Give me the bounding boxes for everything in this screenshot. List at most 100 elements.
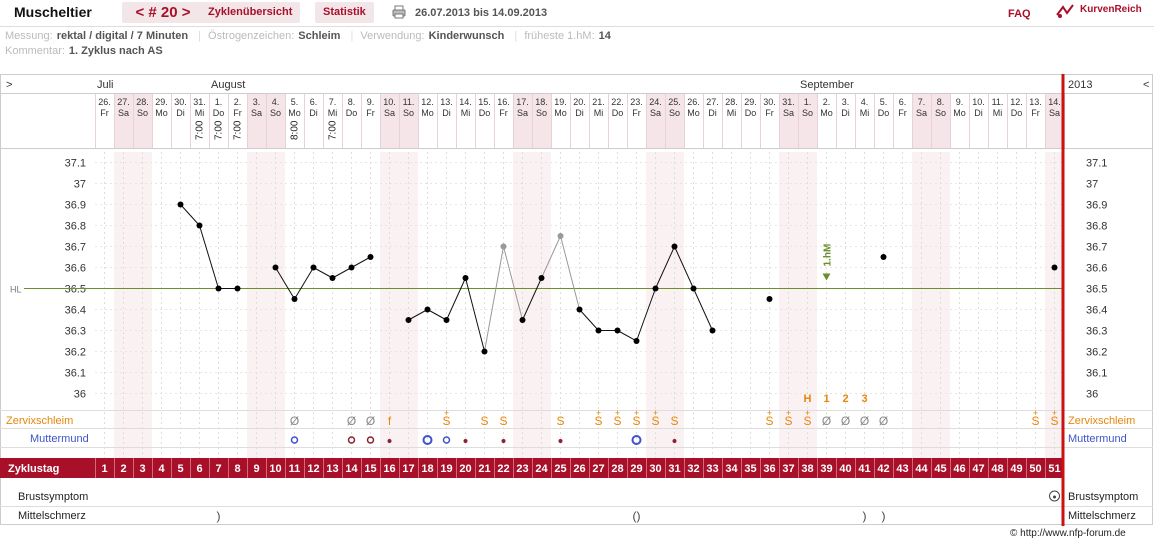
faq-link[interactable]: FAQ [1008,8,1031,20]
zyklustag-number: 20 [459,463,471,475]
zervix-symbol: Ø [879,414,888,428]
frueheste-label: früheste 1.hM: [524,30,595,42]
brand-logo-icon [1056,4,1074,18]
muttermund-dot-icon [672,439,677,443]
weekday-label: Fr [233,108,242,118]
y-tick-right: 37.1 [1086,158,1107,170]
cycle-nav-button[interactable]: < # 20 > [122,2,204,23]
zervix-label-right: Zervixschleim [1068,415,1135,427]
zyklustag-number: 13 [326,463,338,475]
y-tick-left: 36.4 [65,305,86,317]
printer-icon[interactable] [392,5,406,19]
weekend-shade-plot [931,152,950,458]
weekday-label: Mo [288,108,301,118]
muttermund-dot-icon [387,439,392,443]
temp-segment [408,309,428,321]
date-label: 27. [706,97,719,107]
weekday-label: Mo [554,108,567,118]
temp-point [766,296,773,302]
date-label: 26. [687,97,700,107]
date-range: 26.07.2013 bis 14.09.2013 [415,7,548,19]
zyklustag-number: 48 [991,463,1003,475]
zyklustag-number: 49 [1010,463,1022,475]
zyklustag-number: 41 [858,463,870,475]
weekday-label: Do [745,108,757,118]
y-tick-left: 36.7 [65,242,86,254]
muttermund-dot-icon [558,439,563,443]
temp-point [633,338,640,344]
date-label: 8. [937,97,945,107]
temp-point [557,233,564,239]
zervix-symbol: S [442,414,450,428]
weekday-label: So [270,108,281,118]
date-label: 24. [649,97,662,107]
weekend-shade-header [665,94,684,148]
zyklustag-label: Zyklustag [8,463,59,475]
temp-segment [427,309,447,321]
weekday-label: Mi [594,108,604,118]
weekday-label: So [137,108,148,118]
y-tick-right: 36.4 [1086,305,1107,317]
date-label: 6. [899,97,907,107]
tab-statistik[interactable]: Statistik [315,2,374,23]
zyklustag-number: 26 [573,463,585,475]
top-bar: Muscheltier < # 20 > Zyklenübersicht Sta… [0,0,1154,27]
date-label: 4. [861,97,869,107]
date-label: 15. [478,97,491,107]
zyklustag-number: 7 [215,463,221,475]
date-label: 17. [516,97,529,107]
date-label: 14. [1048,97,1061,107]
weekend-shade-header [779,94,798,148]
temp-segment [617,330,637,342]
temp-point [1051,264,1058,271]
y-tick-right: 36.3 [1086,326,1107,338]
zyklustag-number: 39 [820,463,832,475]
date-label: 7. [329,97,337,107]
zyklustag-number: 35 [744,463,756,475]
temp-segment [465,277,485,352]
zyklustag-number: 5 [177,463,183,475]
weekday-label: Fr [499,108,508,118]
zyklustag-number: 32 [687,463,699,475]
weekday-label: Mo [421,108,434,118]
date-label: 22. [611,97,624,107]
zyklustag-number: 40 [839,463,851,475]
date-label: 19. [554,97,567,107]
brand-name[interactable]: KurvenReich [1080,4,1142,15]
temp-segment [275,267,295,300]
zyklustag-number: 1 [101,463,107,475]
date-label: 5. [880,97,888,107]
weekend-shade-header [532,94,551,148]
weekend-shade-plot [399,152,418,458]
verwendung-label: Verwendung: [360,30,425,42]
weekday-label: Di [442,108,451,118]
nav-left-button[interactable]: > [6,79,12,91]
weekend-shade-plot [380,152,399,458]
temp-point [348,264,355,271]
temp-point [880,254,887,260]
date-label: 31. [782,97,795,107]
zyklustag-number: 15 [364,463,376,475]
weekday-label: Do [213,108,225,118]
date-label: 10. [383,97,396,107]
zervix-plus: + [634,408,639,418]
zervix-plus: + [444,408,449,418]
zyklustag-number: 18 [421,463,433,475]
date-label: 3. [842,97,850,107]
zyklustag-number: 50 [1029,463,1041,475]
nav-right-button[interactable]: < [1143,79,1149,91]
weekend-shade-plot [798,152,817,458]
count-label: H [804,393,812,405]
month-label: Juli [97,79,114,91]
zyklustag-number: 21 [478,463,490,475]
brust-label-right: Brustsymptom [1068,491,1138,503]
first-hm-marker-icon [822,273,831,281]
zervix-plus: + [767,408,772,418]
zervix-symbol: S [556,414,564,428]
tab-zyklenuebersicht[interactable]: Zyklenübersicht [200,2,301,23]
y-tick-left: 36.5 [65,284,86,296]
muttermund-label-left: Muttermund [30,433,89,445]
zervix-symbol: Ø [860,414,869,428]
zyklustag-number: 46 [953,463,965,475]
temp-point [576,306,583,313]
